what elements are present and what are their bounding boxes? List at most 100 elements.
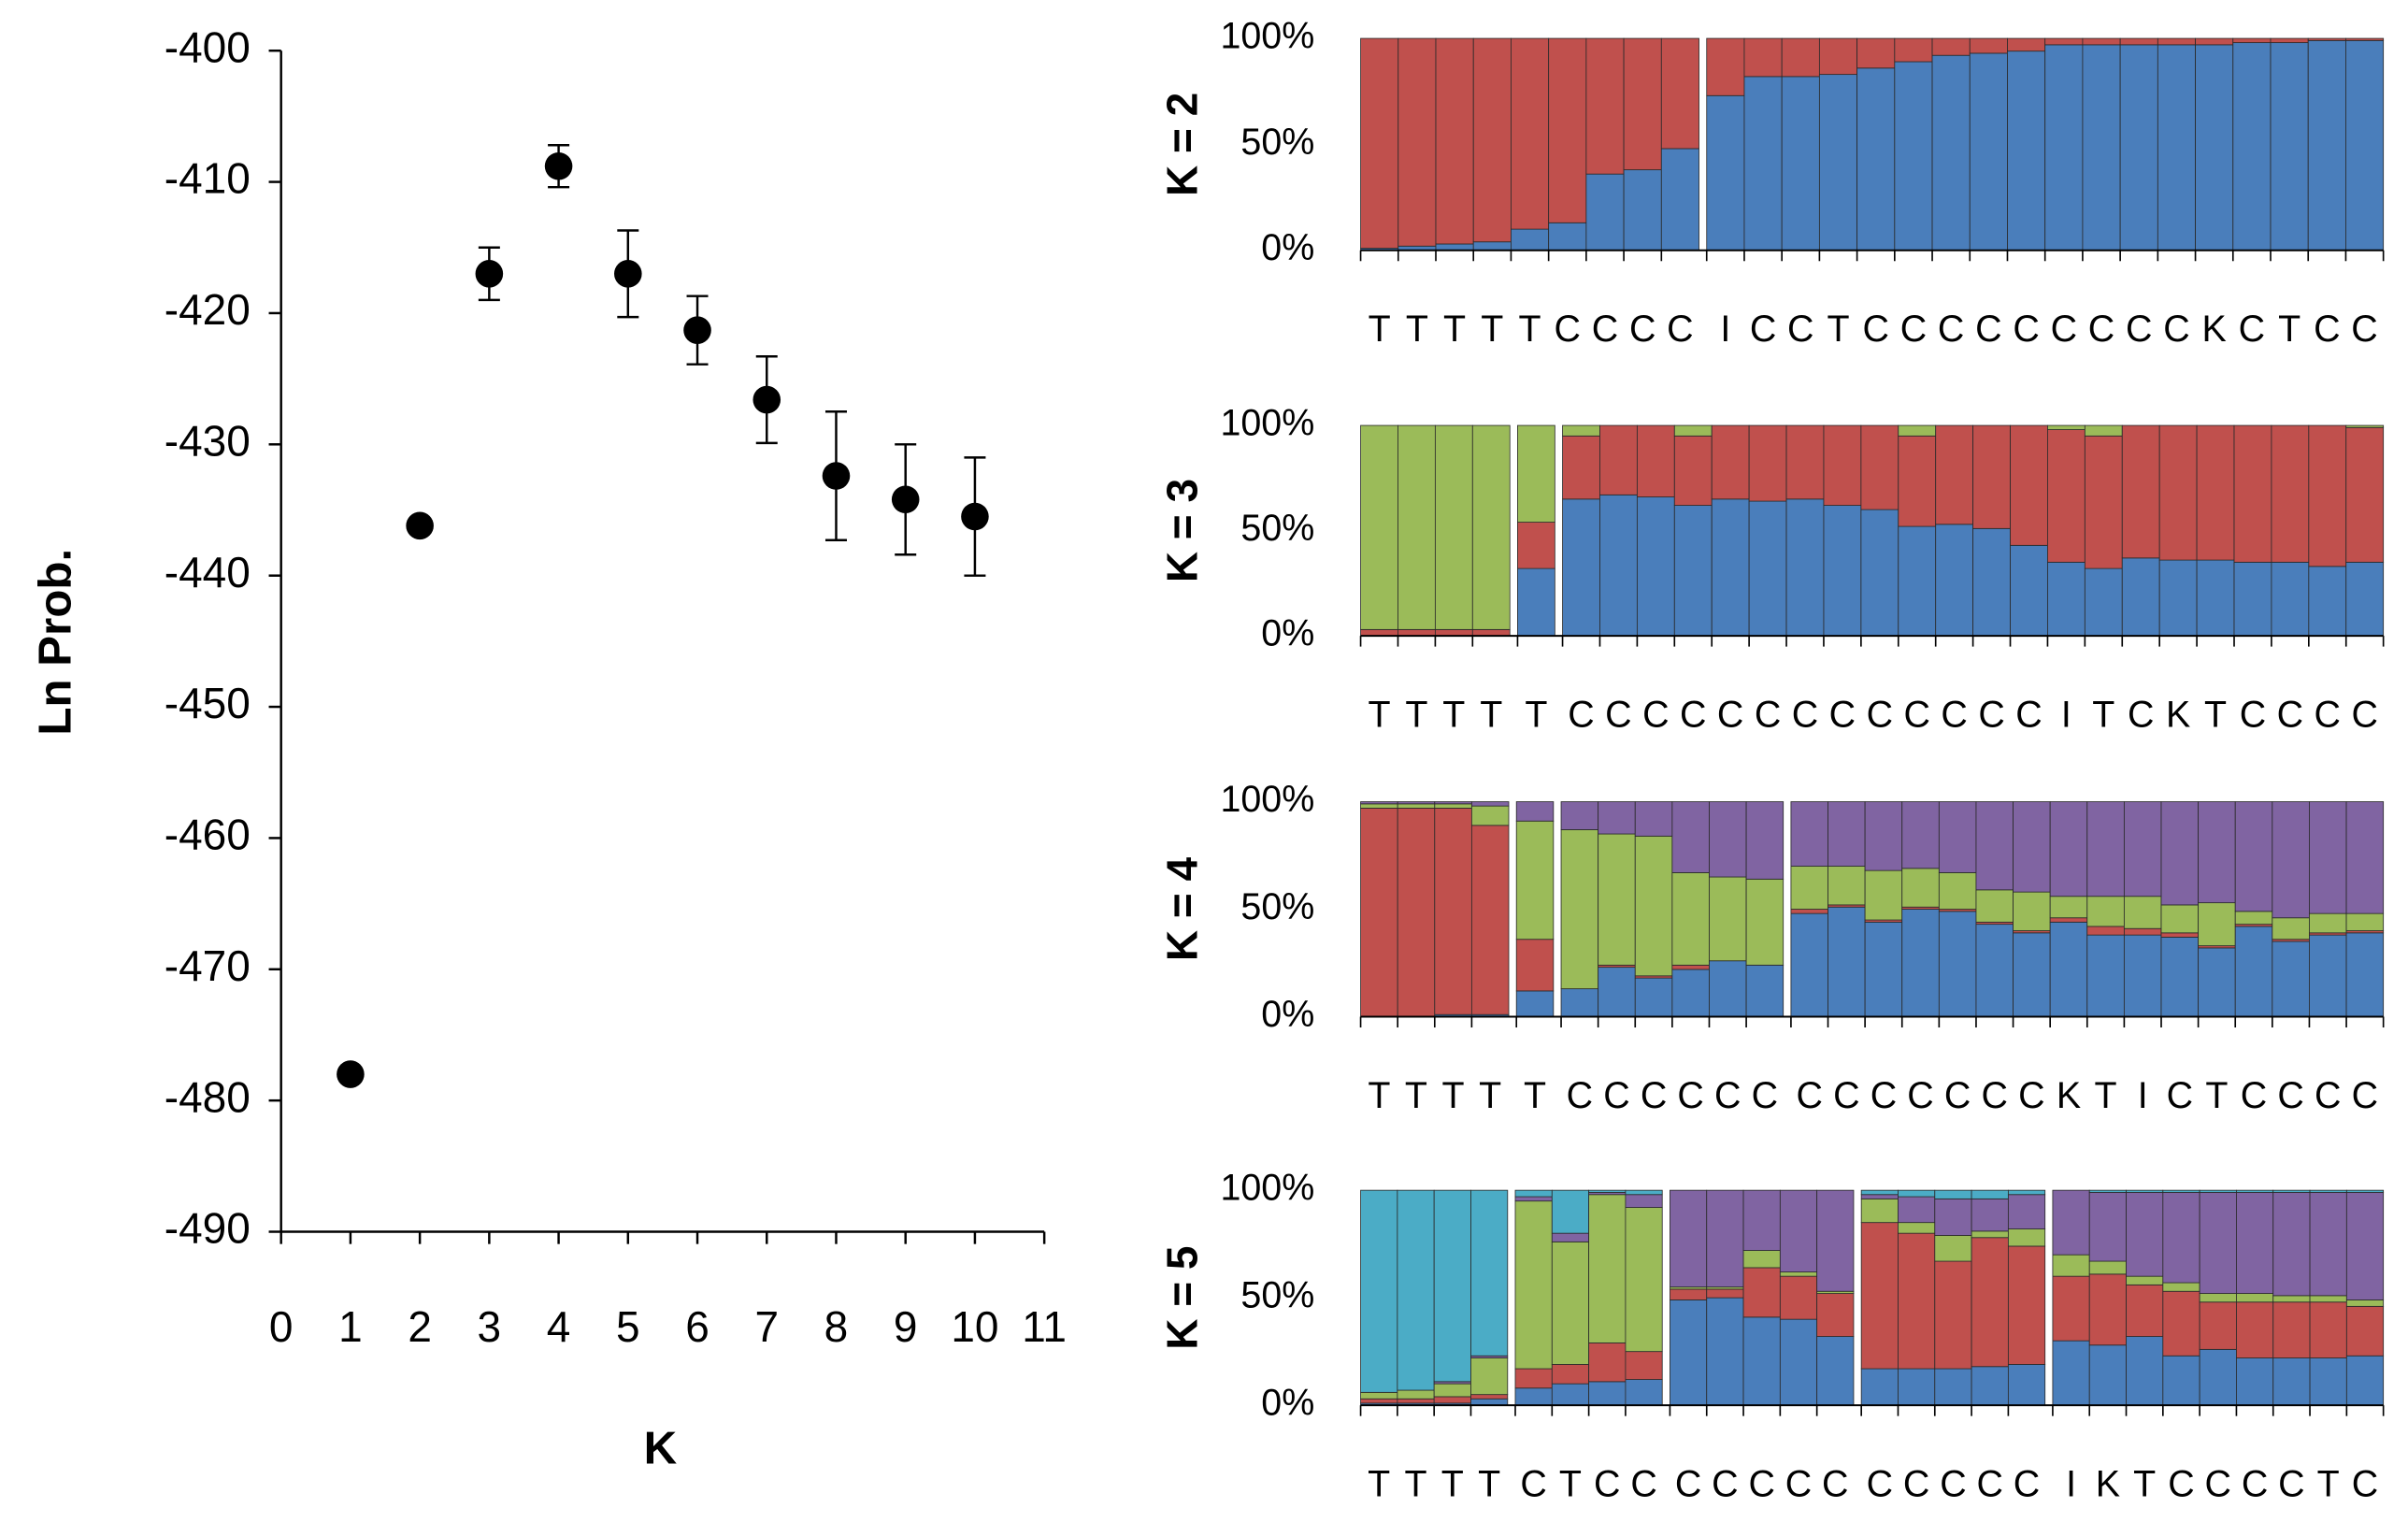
bar-segment (1625, 1194, 1663, 1208)
bar-segment (1971, 1230, 2009, 1239)
bar-segment (1514, 1196, 1553, 1202)
x-tick-label: T (1404, 1464, 1426, 1505)
y-tick-label: -430 (165, 416, 251, 465)
bar-segment (1360, 628, 1398, 637)
bar-segment (2345, 37, 2385, 41)
bar-segment (1670, 1299, 1708, 1406)
x-tick-label: T (1524, 1075, 1546, 1116)
bar-segment (2195, 37, 2234, 46)
x-tick-label: C (2352, 1464, 2378, 1505)
bar-segment (1471, 424, 1511, 630)
bar-segment (2119, 37, 2158, 46)
bar-segment (1931, 54, 1971, 251)
x-tick-label: C (1977, 1464, 2003, 1505)
bar-segment (1360, 808, 1398, 1017)
bar-segment (2086, 896, 2125, 927)
bar-segment (1470, 1398, 1509, 1406)
y-tick-label: 0% (1261, 1383, 1314, 1424)
bar-segment (1360, 1391, 1398, 1400)
x-tick-label: C (1940, 1464, 1966, 1505)
bar-segment (2088, 1344, 2127, 1406)
x-tick-label: T (1406, 309, 1428, 350)
bar-segment (1971, 1198, 2009, 1232)
bar-segment (2052, 1254, 2090, 1277)
bar-segment (1816, 1336, 1855, 1406)
bar-segment (1562, 435, 1600, 500)
bar-segment (1673, 435, 1713, 506)
bar-segment (2272, 801, 2310, 919)
bar-segment (1671, 872, 1710, 966)
x-tick-label: C (2163, 309, 2189, 350)
bar-segment (1745, 878, 1784, 966)
bar-segment (2010, 544, 2048, 637)
bar-segment (1828, 866, 1866, 906)
y-tick-label: -460 (165, 811, 251, 859)
bar-segment (1673, 505, 1713, 637)
y-axis-label: K = 2 (1157, 93, 1206, 196)
bar-segment (2236, 1189, 2274, 1193)
bar-segment (1434, 801, 1472, 805)
bar-segment (2345, 1355, 2385, 1406)
bar-segment (2199, 1301, 2237, 1350)
bar-segment (1671, 801, 1710, 873)
x-tick-label: C (1641, 1075, 1667, 1116)
x-tick-label: T (1368, 695, 1390, 736)
bar-segment (2047, 561, 2086, 637)
bar-segment (2199, 1348, 2237, 1406)
bar-segment (1938, 911, 1977, 1017)
bar-segment (1864, 869, 1903, 921)
bar-segment (1470, 805, 1510, 826)
y-axis-label: K = 4 (1157, 857, 1206, 962)
bar-segment (2044, 44, 2084, 251)
x-tick-label: C (2239, 309, 2265, 350)
x-tick-label: C (1975, 309, 2001, 350)
bar-segment (1901, 801, 1940, 869)
bar-segment (1790, 801, 1828, 867)
bar-segment (1434, 424, 1473, 630)
x-tick-label: C (2167, 1075, 2193, 1116)
bar-segment (1435, 37, 1474, 245)
bar-segment (2345, 1305, 2385, 1357)
x-tick-label: C (1755, 695, 1781, 736)
x-tick-label: C (2018, 1075, 2044, 1116)
x-tick-label: 3 (478, 1302, 502, 1351)
bar-segment (1470, 825, 1510, 1015)
bar-segment (1636, 424, 1675, 497)
x-tick-label: C (1833, 1075, 1859, 1116)
bar-segment (1711, 424, 1750, 500)
bar-segment (2345, 39, 2385, 251)
bar-segment (1790, 909, 1828, 914)
y-tick-label: -470 (165, 941, 251, 990)
bar-segment (2232, 42, 2272, 251)
bar-segment (1860, 509, 1899, 637)
bar-segment (1779, 1318, 1818, 1406)
bar-segment (2157, 37, 2196, 46)
y-tick-label: 0% (1261, 994, 1314, 1035)
bar-segment (1785, 424, 1825, 500)
bar-segment (2162, 1355, 2200, 1406)
bar-segment (2195, 44, 2234, 251)
bar-segment (2160, 932, 2200, 938)
bar-segment (1671, 964, 1710, 970)
bar-segment (1779, 1189, 1818, 1272)
x-tick-label: T (1405, 695, 1427, 736)
bar-segment (1671, 969, 1710, 1017)
x-tick-label: K (2096, 1464, 2120, 1505)
bar-segment (2121, 424, 2160, 559)
bar-segment (2049, 801, 2088, 897)
bar-segment (2007, 37, 2046, 52)
bar-segment (1894, 37, 1933, 63)
bar-segment (1551, 1241, 1590, 1365)
bar-segment (1625, 1207, 1663, 1353)
bar-segment (1975, 889, 2014, 923)
x-tick-label: C (1717, 695, 1743, 736)
x-tick-label: T (2278, 309, 2300, 350)
x-tick-label: C (1941, 695, 1967, 736)
x-tick-label: C (2352, 1075, 2378, 1116)
bar-segment (1828, 906, 1866, 1017)
point (337, 1060, 365, 1088)
y-tick-label: 50% (1240, 886, 1314, 927)
x-tick-label: C (1675, 1464, 1701, 1505)
y-tick-label: 100% (1220, 15, 1314, 56)
x-tick-label: C (1938, 309, 1964, 350)
